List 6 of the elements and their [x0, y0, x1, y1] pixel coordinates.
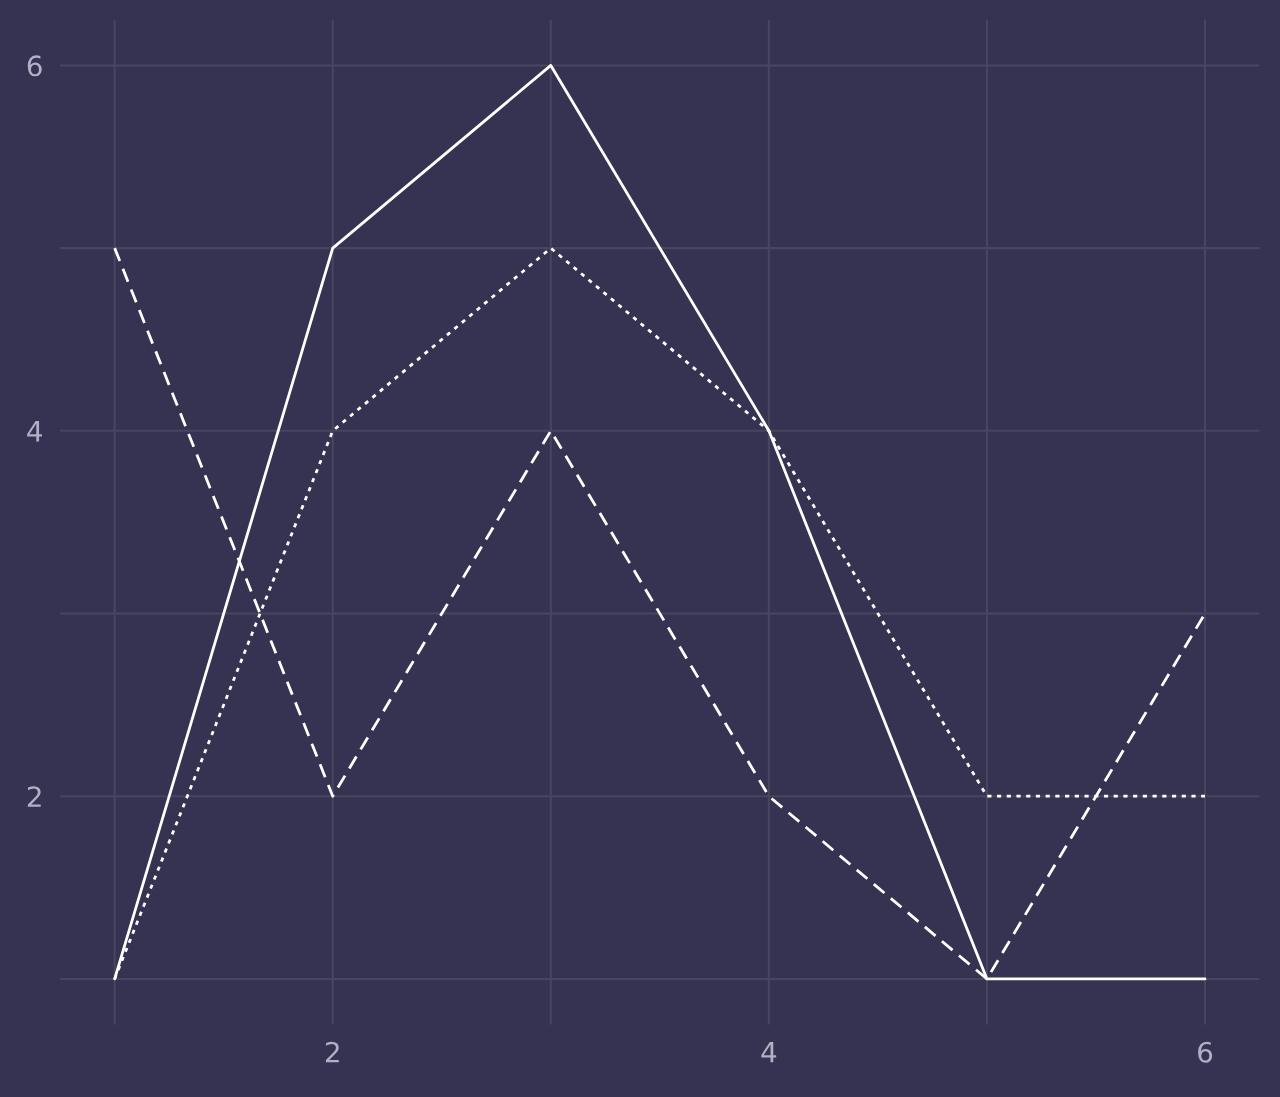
y-tick-label: 2: [27, 786, 41, 807]
x-tick-label: 2: [325, 1041, 339, 1063]
y-tick-label: 4: [27, 421, 42, 442]
y-tick-label: 6: [27, 55, 42, 77]
x-tick-label: 6: [1198, 1041, 1213, 1063]
x-tick-label: 4: [761, 1042, 777, 1063]
